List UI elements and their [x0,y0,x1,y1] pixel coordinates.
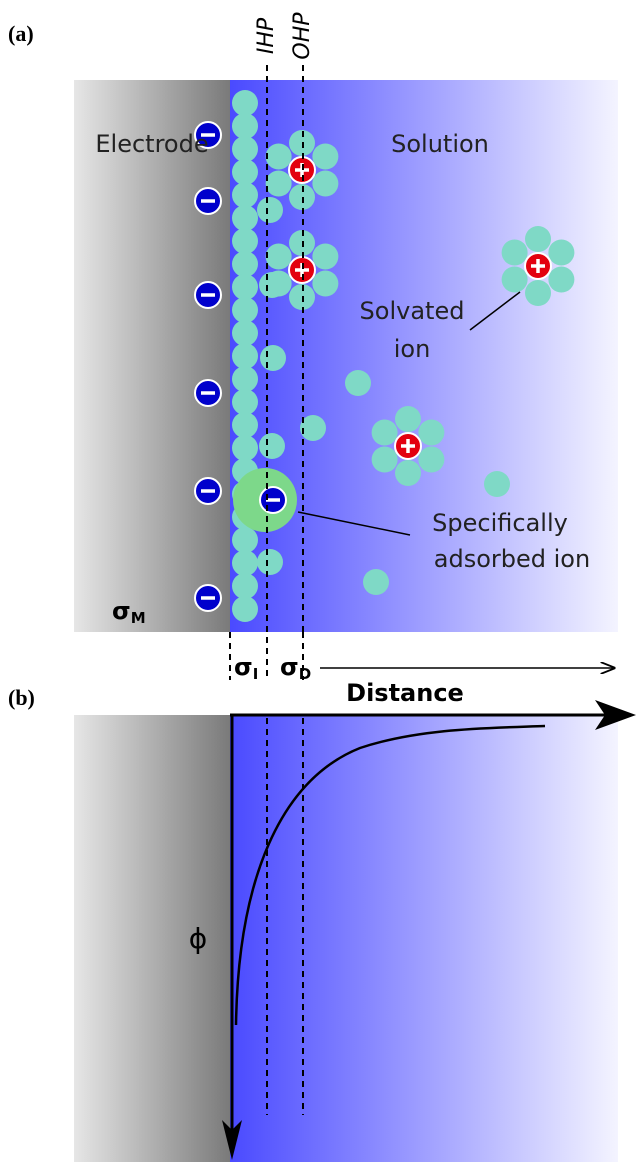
sigma-d: σD [280,653,311,683]
double-layer-figure: (a) IHP OHP Electrode Solution Solvated … [0,0,638,1162]
phi-label: ϕ [189,922,207,955]
water [312,144,338,170]
water [548,240,574,266]
distance-label: Distance [346,679,464,707]
water [266,244,292,270]
water [484,471,510,497]
solvated-label: ion [394,335,431,363]
water [232,90,258,116]
adsorbed-label: adsorbed ion [434,545,590,573]
electrode-label: Electrode [95,130,208,158]
water [259,433,285,459]
adsorbed-label: Specifically [432,509,568,537]
water [345,370,371,396]
water [418,420,444,446]
water [232,412,258,438]
water [232,435,258,461]
water [266,271,292,297]
water [232,573,258,599]
water [232,205,258,231]
water [266,171,292,197]
water [232,228,258,254]
water [232,550,258,576]
water [525,226,551,252]
water [232,320,258,346]
water [232,182,258,208]
water [525,280,551,306]
water [232,136,258,162]
water [260,345,286,371]
water [232,343,258,369]
water [502,240,528,266]
water [312,171,338,197]
water [395,460,421,486]
water [232,596,258,622]
solvated-label: Solvated [360,297,465,325]
solution-region [230,715,618,1162]
water [363,569,389,595]
water [266,144,292,170]
water [232,113,258,139]
electrode-region [74,80,230,632]
water [312,271,338,297]
water [232,297,258,323]
water [232,274,258,300]
water [232,159,258,185]
panel-label: (b) [8,685,35,710]
ihp-label: IHP [254,17,279,54]
water [372,420,398,446]
water [372,447,398,473]
water [232,389,258,415]
water [395,406,421,432]
sigma-i: σI [234,653,258,683]
solution-label: Solution [391,130,489,158]
water [312,244,338,270]
water [502,267,528,293]
ohp-label: OHP [290,12,315,60]
water [548,267,574,293]
panel-label: (a) [8,21,34,46]
water [418,447,444,473]
water [232,527,258,553]
water [232,251,258,277]
water [257,197,283,223]
water [257,549,283,575]
water [232,366,258,392]
